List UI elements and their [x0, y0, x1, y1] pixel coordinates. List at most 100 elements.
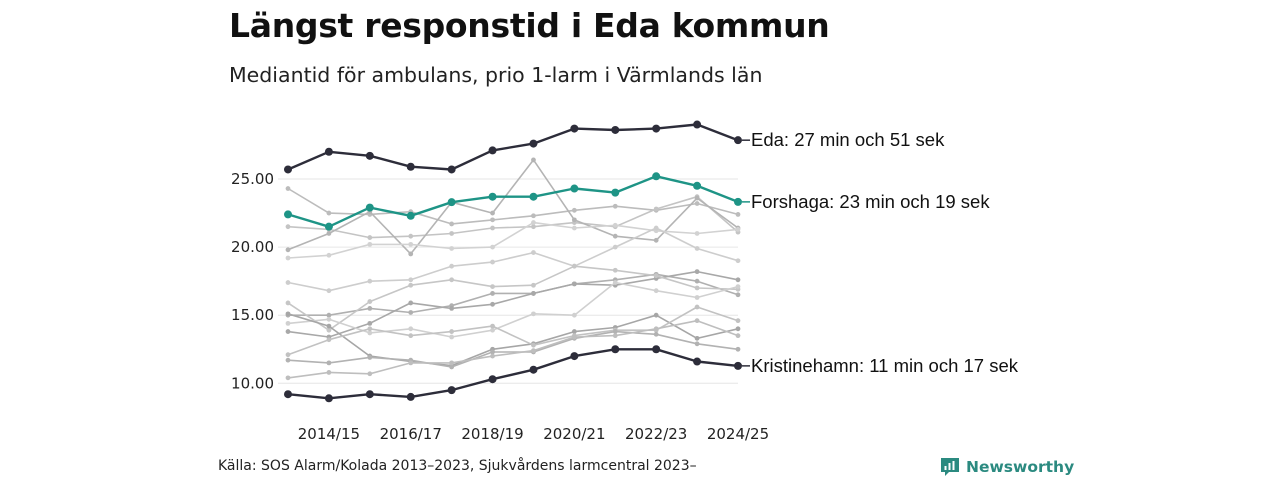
end-label-kristinehamn: Kristinehamn: 11 min och 17 sek: [751, 355, 1019, 376]
background-series-line: [285, 186, 741, 227]
background-series-line: [285, 318, 741, 381]
data-point: [694, 231, 700, 236]
data-point: [735, 346, 741, 352]
data-point: [571, 329, 577, 334]
data-point: [324, 394, 333, 403]
data-point: [735, 326, 741, 332]
source-note: Källa: SOS Alarm/Kolada 2013–2023, Sjukv…: [218, 458, 697, 474]
data-point: [571, 263, 577, 269]
data-point: [735, 226, 741, 232]
x-axis-ticks: 2014/15 2016/17 2018/19 2020/21 2022/23 2024/…: [298, 425, 769, 443]
data-point: [449, 329, 455, 334]
series-line: [287, 227, 739, 292]
series-line: [287, 348, 739, 400]
data-point: [408, 251, 414, 257]
data-point: [529, 139, 538, 148]
data-point: [408, 233, 414, 239]
data-point: [571, 207, 577, 213]
data-point: [408, 277, 414, 283]
y-tick-label: 25.00: [231, 170, 274, 188]
data-point: [449, 334, 455, 340]
data-point: [285, 329, 291, 334]
data-point: [531, 311, 536, 317]
data-point: [571, 281, 577, 287]
data-point: [285, 280, 291, 285]
brand-logo[interactable]: Newsworthy: [940, 456, 1074, 478]
data-point: [694, 318, 700, 324]
x-tick-label: 2022/23: [625, 425, 687, 443]
data-point: [735, 258, 741, 264]
data-point: [571, 312, 577, 318]
data-point: [612, 280, 618, 285]
data-point: [408, 282, 414, 288]
data-point: [367, 241, 373, 247]
data-point: [653, 326, 659, 332]
data-point: [653, 273, 659, 279]
series-line: [287, 281, 739, 338]
background-series-line: [285, 271, 741, 318]
data-point: [285, 255, 291, 261]
data-point: [570, 352, 579, 361]
data-point: [694, 278, 700, 284]
y-tick-label: 10.00: [231, 374, 274, 392]
x-tick-label: 2016/17: [380, 425, 442, 443]
data-point: [367, 326, 373, 332]
data-point: [490, 323, 495, 329]
data-point: [653, 288, 659, 294]
data-point: [408, 333, 414, 339]
data-point: [326, 370, 332, 375]
series-line: [287, 265, 739, 331]
series-line: [287, 159, 739, 255]
data-point: [449, 277, 455, 283]
data-point: [285, 224, 291, 230]
data-point: [365, 151, 374, 160]
data-point: [611, 188, 620, 197]
highlighted-series: [284, 120, 742, 403]
series-line: [287, 123, 739, 171]
data-point: [571, 225, 577, 231]
end-label-forshaga: Forshaga: 23 min och 19 sek: [751, 191, 990, 212]
data-point: [694, 285, 700, 291]
data-point: [365, 203, 374, 212]
data-point: [612, 244, 618, 250]
background-series-line: [285, 225, 741, 294]
data-point: [612, 233, 618, 239]
data-point: [531, 213, 536, 219]
x-tick-label: 2020/21: [543, 425, 605, 443]
data-point: [408, 360, 414, 366]
data-point: [447, 165, 456, 174]
data-point: [611, 345, 620, 354]
data-point: [449, 231, 455, 236]
series-line: [287, 175, 739, 228]
data-point: [693, 120, 702, 129]
data-point: [490, 353, 495, 359]
data-point: [326, 316, 332, 322]
data-point: [735, 284, 741, 290]
data-point: [694, 341, 700, 347]
series-line: [287, 306, 739, 356]
data-point: [612, 267, 618, 273]
data-point: [326, 252, 332, 258]
data-point: [408, 310, 414, 315]
data-point: [735, 292, 741, 298]
series-line: [287, 319, 739, 379]
data-point: [735, 212, 741, 217]
series-line: [287, 195, 739, 239]
data-point: [531, 250, 536, 255]
series-line: [287, 313, 739, 367]
data-point: [611, 125, 620, 134]
data-point: [285, 320, 291, 326]
data-point: [734, 361, 742, 370]
data-point: [449, 364, 455, 370]
data-point: [447, 198, 456, 207]
background-series-line: [285, 311, 741, 369]
data-point: [694, 295, 700, 300]
data-point: [324, 222, 333, 231]
x-tick-label: 2014/15: [298, 425, 360, 443]
data-point: [447, 386, 456, 395]
data-point: [406, 392, 415, 401]
data-point: [531, 220, 536, 225]
data-point: [531, 282, 536, 288]
data-point: [408, 326, 414, 332]
